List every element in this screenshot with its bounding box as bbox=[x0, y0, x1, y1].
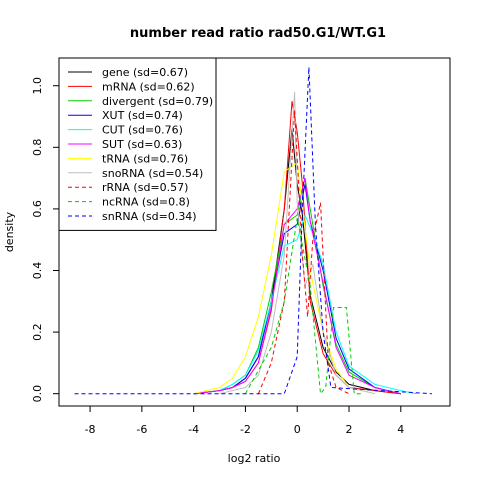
legend-entry: ncRNA (sd=0.8) bbox=[102, 196, 190, 209]
x-axis: -8 -6 -4 -2 0 2 4 bbox=[85, 405, 404, 436]
legend: gene (sd=0.67)mRNA (sd=0.62) divergent (s… bbox=[58, 57, 217, 231]
legend-entry: snoRNA (sd=0.54) bbox=[102, 167, 203, 180]
x-tick-label: -6 bbox=[136, 423, 147, 436]
series-line-5 bbox=[193, 177, 401, 395]
x-tick-label: 2 bbox=[346, 423, 353, 436]
legend-entry: tRNA (sd=0.76) bbox=[102, 152, 188, 165]
x-tick-label: -2 bbox=[240, 423, 251, 436]
x-tick-label: -4 bbox=[188, 423, 199, 436]
y-tick-label: 0.6 bbox=[31, 200, 44, 218]
legend-entry: rRNA (sd=0.57) bbox=[102, 181, 188, 194]
y-axis: 0.0 0.2 0.4 0.6 0.8 1.0 bbox=[31, 77, 60, 403]
x-tick-label: 0 bbox=[294, 423, 301, 436]
x-axis-label: log2 ratio bbox=[228, 452, 281, 465]
y-tick-label: 0.2 bbox=[31, 323, 44, 341]
series-line-9 bbox=[244, 218, 362, 395]
series-line-8 bbox=[257, 110, 350, 395]
series-line-3 bbox=[193, 184, 401, 395]
legend-entry: mRNA (sd=0.62) bbox=[102, 80, 195, 93]
legend-entry: snRNA (sd=0.34) bbox=[102, 210, 197, 223]
legend-entry: SUT (sd=0.63) bbox=[102, 138, 182, 151]
legend-entry: gene (sd=0.67) bbox=[102, 66, 188, 79]
x-tick-label: -8 bbox=[85, 423, 96, 436]
legend-entry: divergent (sd=0.79) bbox=[102, 95, 213, 108]
y-tick-label: 0.0 bbox=[31, 385, 44, 403]
legend-entry: XUT (sd=0.74) bbox=[102, 109, 183, 122]
y-axis-label: density bbox=[3, 211, 16, 252]
y-tick-label: 0.8 bbox=[31, 139, 44, 157]
chart-title: number read ratio rad50.G1/WT.G1 bbox=[130, 26, 386, 41]
series-line-7 bbox=[219, 91, 376, 395]
series-line-10 bbox=[74, 67, 432, 395]
x-tick-label: 4 bbox=[397, 423, 404, 436]
series-line-6 bbox=[193, 161, 376, 395]
y-tick-label: 1.0 bbox=[31, 77, 44, 95]
series-layer bbox=[74, 67, 432, 395]
y-tick-label: 0.4 bbox=[31, 262, 44, 280]
series-line-4 bbox=[193, 213, 417, 395]
legend-entry: CUT (sd=0.76) bbox=[102, 124, 183, 137]
